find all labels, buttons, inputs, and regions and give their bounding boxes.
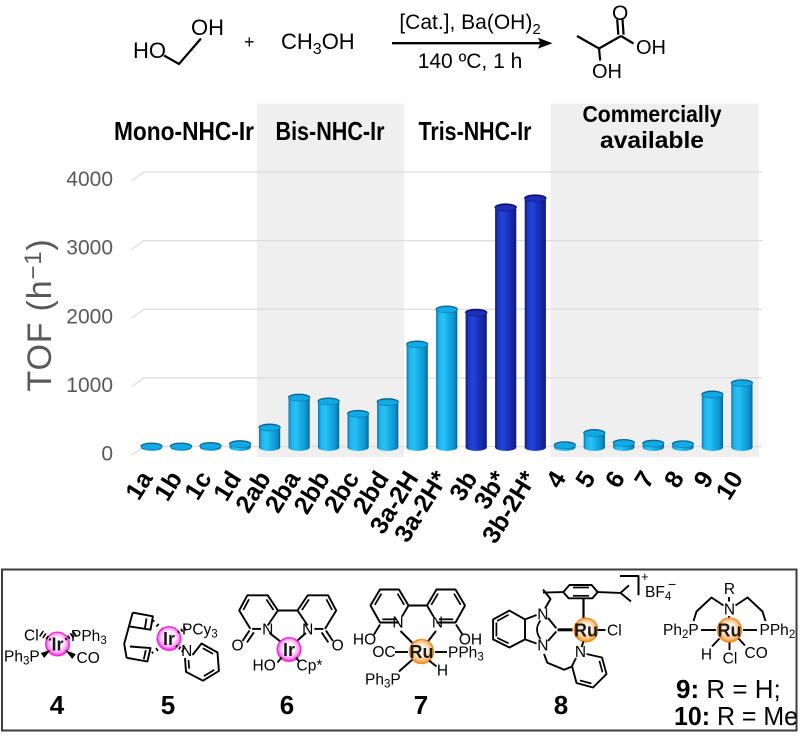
- svg-text:Ir: Ir: [163, 629, 175, 649]
- svg-text:O: O: [612, 2, 628, 25]
- svg-text:Cl: Cl: [607, 623, 622, 640]
- svg-text:CH3OH: CH3OH: [281, 29, 355, 58]
- svg-text:Commercially: Commercially: [583, 101, 722, 127]
- svg-text:10: 10: [711, 466, 749, 504]
- svg-text:PPh2: PPh2: [760, 622, 796, 641]
- svg-text:PCy3: PCy3: [182, 622, 218, 641]
- svg-text:OH: OH: [636, 37, 666, 59]
- svg-text:+: +: [641, 569, 649, 584]
- svg-text:5: 5: [570, 466, 601, 493]
- svg-text:7: 7: [629, 466, 660, 493]
- svg-text:Mono-NHC-Ir: Mono-NHC-Ir: [114, 116, 254, 146]
- svg-text:1000: 1000: [66, 374, 113, 397]
- svg-text:3000: 3000: [66, 237, 113, 260]
- svg-text:Ru: Ru: [574, 621, 598, 641]
- svg-text:Ru: Ru: [410, 642, 434, 662]
- svg-text:0: 0: [101, 443, 113, 466]
- svg-text:N: N: [262, 622, 273, 639]
- svg-text:Ru: Ru: [718, 621, 742, 641]
- svg-text:N: N: [575, 644, 586, 661]
- svg-text:HO: HO: [253, 658, 276, 675]
- svg-text:OH: OH: [191, 15, 224, 40]
- svg-text:Ir: Ir: [283, 640, 295, 660]
- svg-text:N: N: [537, 607, 548, 624]
- svg-text:OH: OH: [459, 632, 482, 649]
- svg-text:PPh3: PPh3: [71, 628, 107, 647]
- svg-text:N: N: [537, 638, 548, 655]
- svg-text:O: O: [231, 638, 243, 655]
- svg-text:4: 4: [541, 466, 572, 493]
- svg-text:N: N: [392, 615, 403, 632]
- svg-text:H: H: [437, 663, 448, 680]
- svg-text:7: 7: [414, 690, 428, 720]
- svg-text:CO: CO: [745, 645, 768, 662]
- svg-text:9: R = H;: 9: R = H;: [676, 674, 781, 704]
- svg-text:140 ºC, 1 h: 140 ºC, 1 h: [418, 50, 523, 73]
- svg-text:4000: 4000: [66, 168, 113, 191]
- svg-text:Ph3P: Ph3P: [4, 649, 40, 668]
- svg-text:PPh3: PPh3: [448, 645, 484, 664]
- svg-text:H: H: [701, 647, 712, 664]
- svg-text:2000: 2000: [66, 305, 113, 328]
- svg-text:HO: HO: [133, 38, 166, 63]
- svg-text:HO: HO: [353, 632, 376, 649]
- svg-text:−: −: [668, 576, 676, 592]
- svg-text:5: 5: [161, 690, 175, 720]
- svg-text:10: R = Me: 10: R = Me: [674, 701, 798, 731]
- svg-text:Ph2P: Ph2P: [663, 622, 699, 641]
- svg-text:4: 4: [50, 690, 65, 720]
- svg-text:Cl: Cl: [723, 651, 738, 668]
- svg-text:OC: OC: [372, 644, 395, 661]
- svg-text:[Cat.], Ba(OH)2: [Cat.], Ba(OH)2: [399, 11, 540, 38]
- svg-text:N: N: [302, 622, 313, 639]
- svg-text:8: 8: [659, 466, 690, 493]
- svg-text:R: R: [724, 581, 735, 598]
- svg-text:+: +: [244, 32, 255, 52]
- svg-text:TOF (h−1): TOF (h−1): [20, 239, 59, 392]
- svg-text:6: 6: [280, 690, 294, 720]
- svg-text:Tris-NHC-Ir: Tris-NHC-Ir: [419, 116, 532, 146]
- svg-text:N: N: [432, 615, 443, 632]
- svg-text:Cp*: Cp*: [297, 658, 323, 675]
- svg-text:8: 8: [554, 690, 568, 720]
- svg-text:N: N: [724, 602, 735, 619]
- svg-text:Ir: Ir: [51, 635, 63, 655]
- svg-text:Ph3P: Ph3P: [365, 672, 401, 691]
- svg-text:6: 6: [600, 466, 631, 493]
- svg-text:available: available: [600, 127, 704, 153]
- svg-text:Cl: Cl: [24, 628, 39, 645]
- svg-text:OH: OH: [592, 61, 622, 83]
- svg-text:N: N: [181, 643, 192, 660]
- svg-text:O: O: [332, 638, 344, 655]
- svg-text:CO: CO: [77, 650, 100, 667]
- svg-text:Bis-NHC-Ir: Bis-NHC-Ir: [276, 116, 385, 146]
